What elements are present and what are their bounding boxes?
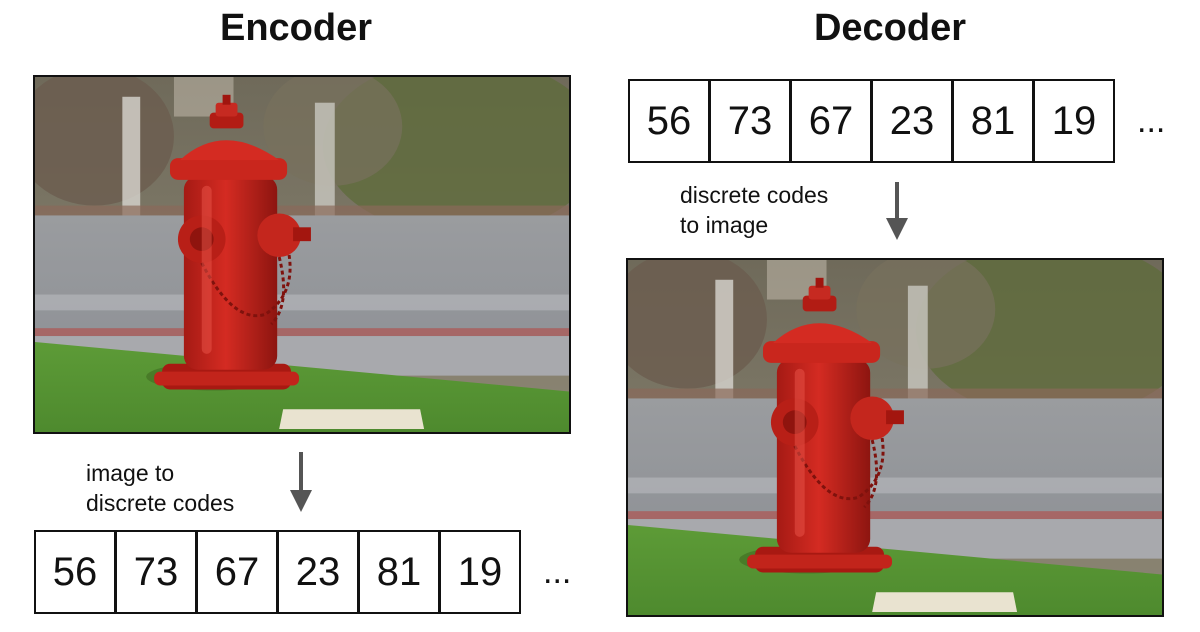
code-cell: 19	[1033, 79, 1115, 163]
code-cell: 23	[871, 79, 953, 163]
code-cell: 81	[952, 79, 1034, 163]
code-ellipsis: ...	[543, 552, 572, 591]
decoder-code-sequence: 56 73 67 23 81 19 ...	[628, 79, 1165, 163]
fire-hydrant-photo	[35, 77, 569, 432]
fire-hydrant-photo	[628, 260, 1162, 615]
decoder-title: Decoder	[813, 7, 967, 49]
code-cell: 67	[196, 530, 278, 614]
code-cell: 23	[277, 530, 359, 614]
decoder-down-arrow-icon	[886, 182, 908, 240]
code-cell: 73	[115, 530, 197, 614]
encoder-title: Encoder	[219, 7, 373, 49]
encoder-arrow-label: image to discrete codes	[86, 460, 235, 516]
decoder-output-image	[626, 258, 1164, 617]
encoder-down-arrow-icon	[290, 452, 312, 512]
encoder-code-sequence: 56 73 67 23 81 19 ...	[34, 530, 571, 614]
code-cell: 56	[628, 79, 710, 163]
code-cell: 19	[439, 530, 521, 614]
decoder-arrow-label: discrete codes to image	[680, 182, 829, 238]
code-cell: 81	[358, 530, 440, 614]
code-cell: 56	[34, 530, 116, 614]
encoder-input-image	[33, 75, 571, 434]
code-cell: 67	[790, 79, 872, 163]
code-ellipsis: ...	[1137, 101, 1166, 140]
code-cell: 73	[709, 79, 791, 163]
